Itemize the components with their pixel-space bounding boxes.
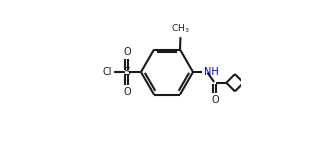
Text: O: O [123, 87, 131, 97]
Text: NH: NH [204, 67, 219, 77]
Text: O: O [211, 95, 219, 105]
Text: CH$_3$: CH$_3$ [171, 23, 190, 35]
Text: S: S [123, 67, 131, 77]
Text: Cl: Cl [103, 67, 112, 77]
Text: O: O [123, 47, 131, 57]
